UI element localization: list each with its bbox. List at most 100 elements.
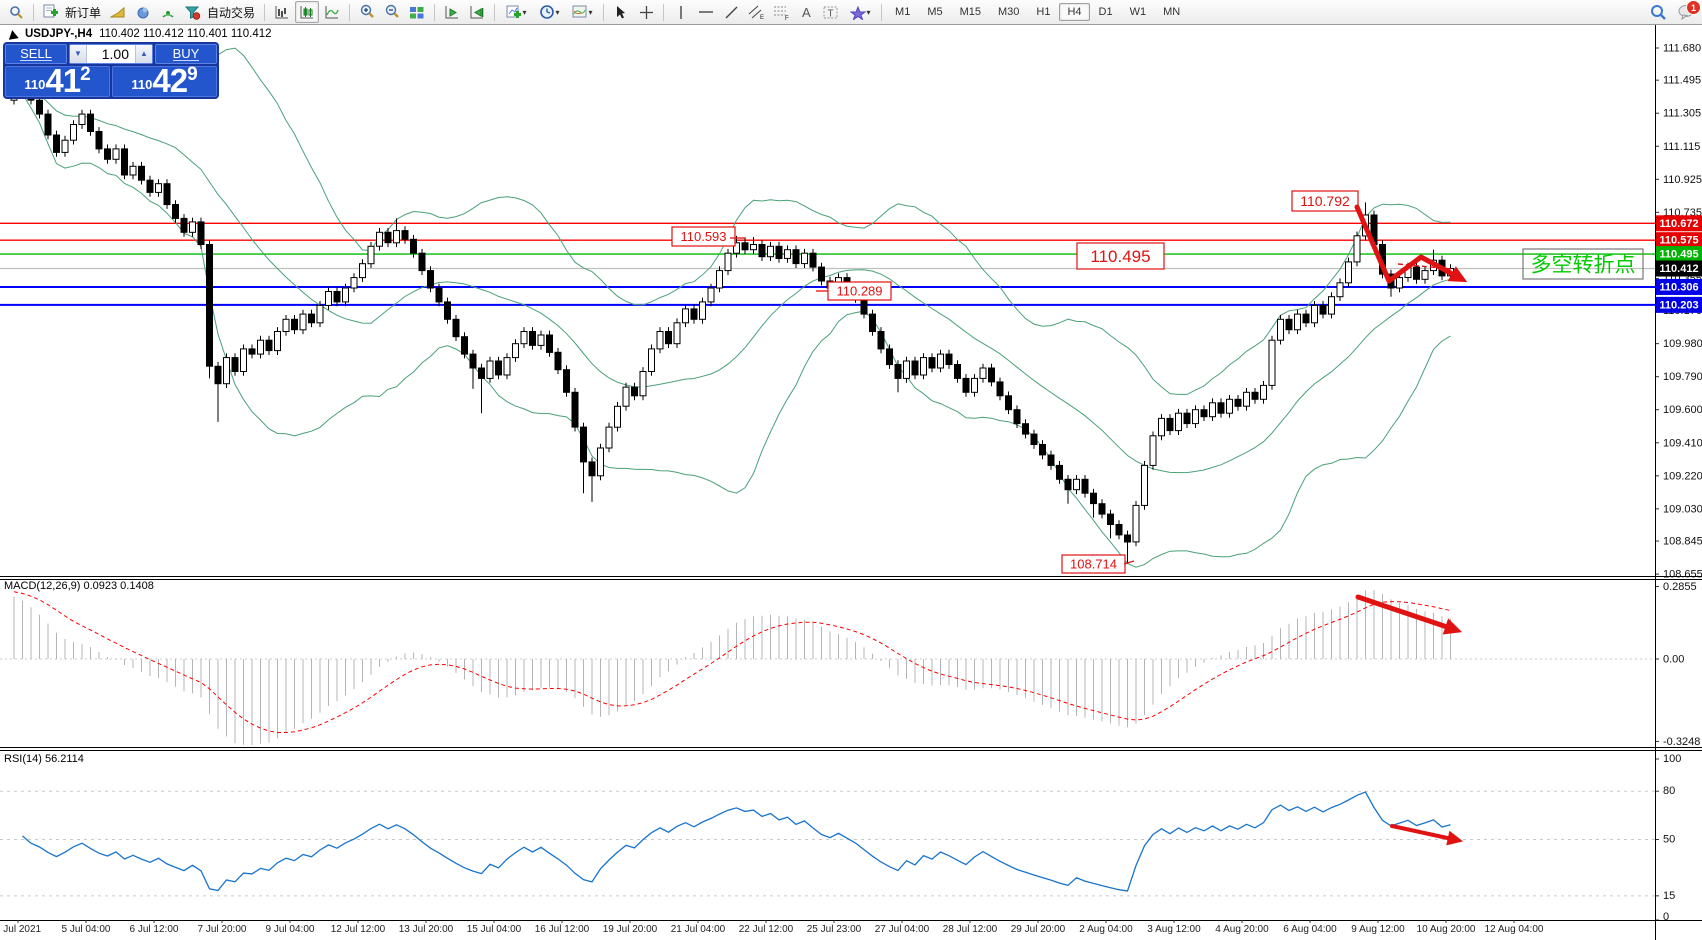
- timeframe-h1[interactable]: H1: [1028, 3, 1058, 21]
- price-axis-label: 109.980: [1663, 338, 1702, 350]
- time-axis-label: 6 Jul 12:00: [130, 924, 179, 935]
- new-order-icon[interactable]: [39, 1, 63, 23]
- depth-of-market-icon[interactable]: [106, 1, 130, 23]
- timeframe-h4[interactable]: H4: [1059, 3, 1090, 21]
- ask-point-digit: 9: [187, 64, 198, 85]
- timeframe-m15[interactable]: M15: [952, 3, 989, 21]
- text-label-icon[interactable]: T: [819, 1, 843, 23]
- price-tag-value: 110.412: [1659, 263, 1698, 275]
- price-tag-value: 110.575: [1659, 235, 1698, 247]
- indicators-icon[interactable]: ▾: [500, 1, 532, 23]
- rsi-axis-label: 50: [1663, 834, 1675, 846]
- ask-prefix: 110: [131, 77, 153, 92]
- timeframe-m30[interactable]: M30: [990, 3, 1027, 21]
- chart-symbol-period: USDJPY-,H4: [25, 28, 93, 40]
- line-chart-icon[interactable]: [320, 1, 344, 23]
- bar-chart-icon[interactable]: [270, 1, 294, 23]
- bollinger-upper-band: [13, 47, 1451, 395]
- separator: [663, 3, 665, 21]
- annotation-connector-line: [1123, 560, 1135, 565]
- chart-title: USDJPY-,H4 110.402 110.412 110.401 110.4…: [7, 28, 272, 40]
- annotation-price-box: [1291, 190, 1359, 212]
- timeframe-w1[interactable]: W1: [1122, 3, 1155, 21]
- time-axis-label: 28 Jul 12:00: [943, 924, 998, 935]
- macd-label: MACD(12,26,9) 0.0923 0.1408: [4, 580, 154, 592]
- signals-icon[interactable]: [156, 1, 180, 23]
- macd-axis-label: -0.3248: [1663, 736, 1700, 748]
- autotrade-label[interactable]: 自动交易: [207, 5, 256, 20]
- annotation-price-value: 110.289: [836, 284, 882, 299]
- price-tag-value: 110.203: [1659, 299, 1698, 311]
- new-order-label[interactable]: 新订单: [65, 5, 102, 20]
- chart-shift-icon[interactable]: [465, 1, 489, 23]
- bid-price[interactable]: 110 41 2: [5, 64, 110, 97]
- arrows-icon[interactable]: ▾: [844, 1, 876, 23]
- notification-badge: 1: [1686, 0, 1701, 15]
- price-tag: [1656, 278, 1702, 295]
- cursor-icon[interactable]: [609, 1, 633, 23]
- price-axis-label: 111.305: [1663, 108, 1701, 120]
- market-watch-icon[interactable]: [4, 1, 28, 23]
- buy-button[interactable]: BUY: [155, 44, 217, 64]
- separator: [881, 3, 883, 21]
- tile-windows-icon[interactable]: [405, 1, 429, 23]
- timeframe-m1[interactable]: M1: [887, 3, 918, 21]
- note-box: [1522, 248, 1644, 280]
- rsi-line: [22, 791, 1451, 892]
- price-tag: [1656, 246, 1702, 263]
- separator: [33, 3, 34, 21]
- zoom-out-icon[interactable]: [380, 1, 404, 23]
- volume-decrease-button[interactable]: ▼: [70, 45, 87, 63]
- time-axis-label: 2 Aug 04:00: [1079, 924, 1133, 935]
- equidistant-channel-icon[interactable]: E: [744, 1, 768, 23]
- periods-icon[interactable]: ▾: [533, 1, 565, 23]
- volume-input[interactable]: 1.00: [101, 45, 129, 62]
- trend-arrow-head: [1442, 618, 1463, 635]
- autotrade-funnel-icon[interactable]: [181, 1, 205, 23]
- price-axis-label: 110.925: [1663, 174, 1702, 186]
- horizontal-line-icon[interactable]: [694, 1, 718, 23]
- macd-axis-label: 0.00: [1663, 654, 1684, 666]
- price-axis-label: 109.790: [1663, 371, 1702, 383]
- fibonacci-icon[interactable]: F: [769, 1, 793, 23]
- chart-ohlc-values: 110.402 110.412 110.401 110.412: [99, 28, 272, 40]
- templates-icon[interactable]: ▾: [566, 1, 598, 23]
- community-icon[interactable]: [131, 1, 155, 23]
- timeframe-mn[interactable]: MN: [1155, 3, 1188, 21]
- search-icon[interactable]: [1646, 1, 1670, 23]
- time-axis-label: 9 Aug 12:00: [1351, 924, 1405, 935]
- price-axis-label: 111.680: [1663, 43, 1701, 55]
- trendline-icon[interactable]: [719, 1, 743, 23]
- timeframe-m5[interactable]: M5: [919, 3, 950, 21]
- rsi-axis-label: 80: [1663, 785, 1675, 797]
- separator: [603, 3, 605, 21]
- macd-axis-label: 0.2855: [1663, 581, 1697, 593]
- trend-arrow: [1390, 824, 1454, 841]
- ask-big-digits: 42: [152, 61, 188, 99]
- zoom-in-icon[interactable]: [355, 1, 379, 23]
- time-axis-label: 5 Jul 04:00: [62, 924, 111, 935]
- time-axis-label: 22 Jul 12:00: [739, 924, 794, 935]
- rsi-label: RSI(14) 56.2114: [4, 753, 84, 765]
- text-icon[interactable]: A: [794, 1, 818, 23]
- notifications-chat-icon[interactable]: 1: [1676, 0, 1701, 22]
- crosshair-icon[interactable]: [634, 1, 658, 23]
- price-axis-label: 111.495: [1663, 75, 1701, 87]
- rsi-axis-label: 0: [1663, 911, 1669, 923]
- time-axis-label: 7 Jul 20:00: [198, 924, 247, 935]
- price-axis-label: 109.410: [1663, 437, 1702, 449]
- candlestick-chart-icon[interactable]: [295, 1, 320, 23]
- time-axis-label: 29 Jul 20:00: [1011, 924, 1066, 935]
- volume-increase-button[interactable]: ▲: [135, 45, 152, 63]
- vertical-line-icon[interactable]: [669, 1, 693, 23]
- rsi-axis-label: 100: [1663, 753, 1681, 765]
- sell-button[interactable]: SELL: [5, 44, 67, 64]
- annotation-price-box: [671, 226, 736, 247]
- price-axis-label: 109.600: [1663, 404, 1702, 416]
- timeframe-d1[interactable]: D1: [1091, 3, 1121, 21]
- ask-price[interactable]: 110 42 9: [112, 61, 217, 99]
- main-toolbar: 新订单 自动交易 ▾ ▾ ▾: [0, 0, 1702, 25]
- auto-scroll-icon[interactable]: [440, 1, 464, 23]
